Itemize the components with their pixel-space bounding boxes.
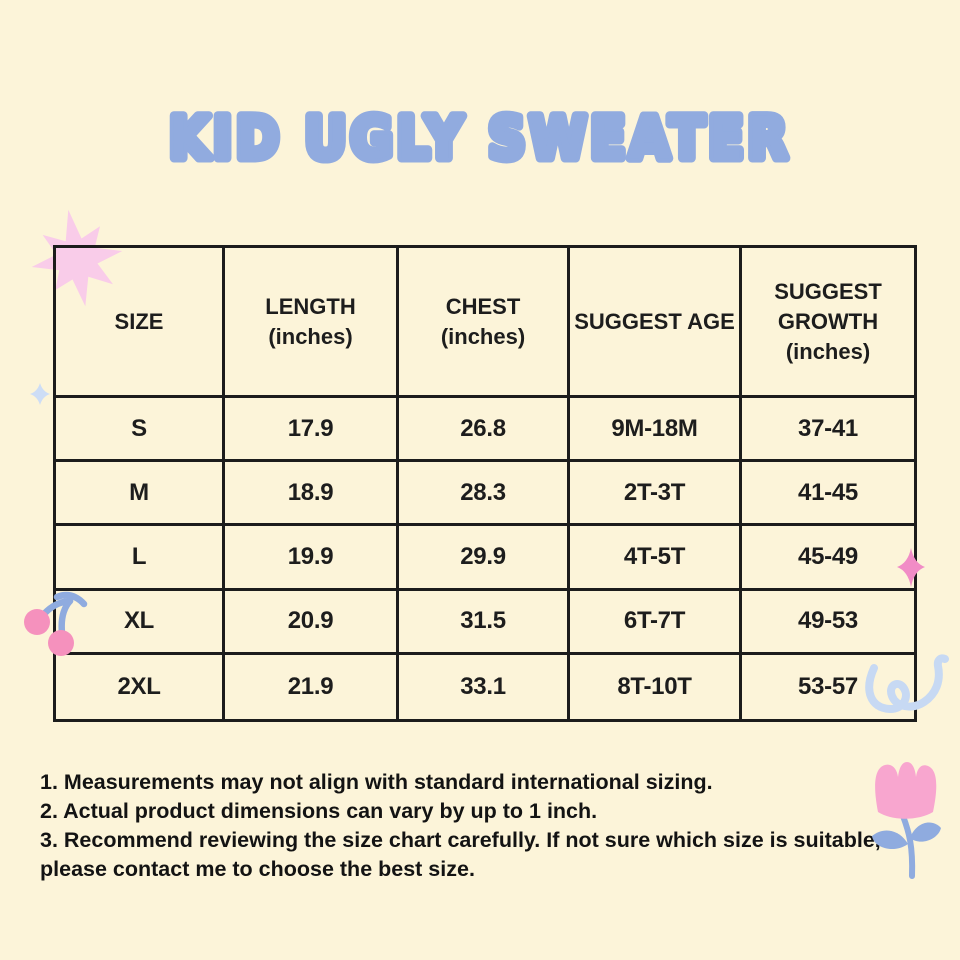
chest-cell: 29.9 [399, 526, 570, 591]
chest-cell: 28.3 [399, 462, 570, 527]
size-cell: XL [56, 590, 225, 655]
size-cell: 2XL [56, 654, 225, 719]
growth-cell: 37-41 [742, 398, 914, 463]
header-line: SUGGEST AGE [574, 308, 735, 334]
cell-value: 17.9 [287, 414, 334, 442]
note-2: 2. Actual product dimensions can vary by… [40, 799, 598, 823]
age-cell: 4T-5T [570, 526, 742, 591]
header-cell-suggest-growth: SUGGEST GROWTH (inches) [742, 248, 914, 398]
cell-value: M [129, 478, 149, 506]
cell-value: S [131, 414, 147, 442]
header-line: SIZE [114, 308, 164, 334]
cell-value: 21.9 [287, 672, 334, 700]
size-cell: M [56, 462, 225, 527]
footer-notes: 1. Measurements may not align with stand… [40, 768, 892, 884]
chest-cell: 33.1 [399, 654, 570, 719]
cell-value: L [131, 542, 147, 570]
cell-value: 41-45 [798, 478, 858, 506]
header-cell-suggest-age: SUGGEST AGE [570, 248, 742, 398]
length-cell: 19.9 [225, 526, 399, 591]
cell-value: 9M-18M [611, 414, 698, 442]
header-line: SUGGEST [774, 278, 882, 304]
header-line: (inches) [440, 323, 526, 349]
header-cell-size: SIZE [56, 248, 225, 398]
cell-value: 29.9 [460, 542, 506, 570]
note-1: 1. Measurements may not align with stand… [40, 770, 713, 794]
length-cell: 17.9 [225, 398, 399, 463]
cell-value: 19.9 [287, 542, 334, 570]
cell-value: 8T-10T [617, 672, 692, 700]
cell-value: 33.1 [460, 672, 506, 700]
header-line: GROWTH [777, 308, 879, 334]
cell-value: XL [123, 607, 155, 635]
page-title-text: KID UGLY SWEATER [169, 104, 791, 172]
size-cell: S [56, 398, 225, 463]
cell-value: 49-53 [798, 607, 858, 635]
size-chart-table: SIZE LENGTH (inches) CHEST (inches) SUGG… [53, 245, 917, 722]
growth-cell: 49-53 [742, 591, 914, 655]
length-cell: 18.9 [225, 462, 399, 527]
header-line: LENGTH [265, 293, 356, 319]
cell-value: 31.5 [460, 607, 506, 635]
growth-cell: 53-57 [742, 655, 914, 719]
header-cell-chest: CHEST (inches) [399, 248, 570, 398]
cell-value: 2T-3T [623, 478, 686, 506]
header-cell-length: LENGTH (inches) [225, 248, 399, 398]
age-cell: 9M-18M [570, 398, 742, 463]
header-line: (inches) [268, 323, 353, 349]
chest-cell: 26.8 [399, 398, 570, 463]
growth-cell: 45-49 [742, 526, 914, 591]
cell-value: 28.3 [460, 478, 506, 506]
size-cell: L [56, 526, 225, 591]
cell-value: 18.9 [287, 478, 334, 506]
cell-value: 26.8 [460, 414, 506, 442]
note-3: 3. Recommend reviewing the size chart ca… [40, 828, 881, 881]
blue-sparkle-icon [30, 383, 50, 405]
growth-cell: 41-45 [742, 462, 914, 527]
length-cell: 21.9 [225, 654, 399, 719]
cell-value: 20.9 [287, 607, 334, 635]
cell-value: 6T-7T [623, 607, 686, 635]
cell-value: 45-49 [798, 542, 858, 570]
cell-value: 4T-5T [623, 542, 686, 570]
age-cell: 8T-10T [570, 654, 742, 719]
cell-value: 2XL [117, 672, 161, 700]
chest-cell: 31.5 [399, 590, 570, 655]
length-cell: 20.9 [225, 590, 399, 655]
page-title: KID UGLY SWEATER [165, 100, 792, 177]
cell-value: 37-41 [798, 414, 858, 442]
header-line: (inches) [785, 338, 871, 364]
header-line: CHEST [445, 293, 521, 319]
cell-value: 53-57 [798, 672, 858, 700]
age-cell: 2T-3T [570, 462, 742, 527]
age-cell: 6T-7T [570, 590, 742, 655]
